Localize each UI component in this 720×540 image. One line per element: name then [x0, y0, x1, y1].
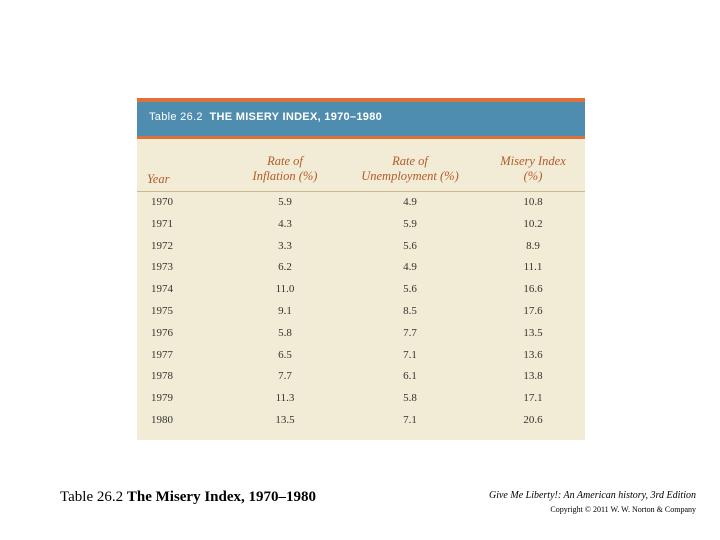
- table-row: 1977 6.5 7.1 13.6: [137, 349, 585, 367]
- table-title-band: Table 26.2 THE MISERY INDEX, 1970–1980: [137, 102, 585, 136]
- header-divider: [137, 191, 585, 192]
- cell-inflation: 3.3: [278, 239, 292, 252]
- cell-inflation: 6.5: [278, 348, 292, 361]
- cell-unemployment: 7.7: [403, 326, 417, 339]
- cell-misery: 13.6: [523, 348, 543, 361]
- header-unemployment-line2: Unemployment (%): [361, 169, 459, 183]
- cell-inflation: 6.2: [278, 261, 292, 274]
- cell-inflation: 7.7: [278, 370, 292, 383]
- table-row: 1971 4.3 5.9 10.2: [137, 218, 585, 236]
- copyright-notice: Copyright © 2011 W. W. Norton & Company: [550, 505, 696, 514]
- cell-misery: 17.6: [523, 305, 543, 317]
- cell-misery: 10.8: [523, 196, 543, 208]
- cell-year: 1973: [151, 261, 173, 274]
- cell-inflation: 4.3: [278, 217, 292, 230]
- cell-year: 1977: [151, 348, 173, 361]
- cell-misery: 8.9: [526, 239, 540, 252]
- header-inflation: Rate of Inflation (%): [215, 154, 355, 184]
- table-row: 1975 9.1 8.5 17.6: [137, 305, 585, 323]
- table-row: 1979 11.3 5.8 17.1: [137, 392, 585, 410]
- caption-title: The Misery Index, 1970–1980: [126, 489, 317, 505]
- cell-unemployment: 5.9: [403, 217, 417, 230]
- header-misery: Misery Index (%): [477, 154, 589, 184]
- cell-unemployment: 7.1: [403, 348, 417, 361]
- cell-inflation: 11.0: [275, 283, 295, 296]
- cell-unemployment: 5.6: [403, 283, 417, 296]
- caption-label: Table 26.2: [60, 489, 124, 505]
- cell-inflation: 5.8: [278, 326, 292, 339]
- header-inflation-line2: Inflation (%): [252, 169, 318, 183]
- cell-year: 1976: [151, 326, 173, 339]
- cell-inflation: 11.3: [275, 392, 295, 405]
- book-title: Give Me Liberty!: An American history, 3…: [488, 490, 696, 501]
- cell-misery: 13.8: [523, 370, 543, 383]
- cell-misery: 11.1: [523, 261, 543, 274]
- header-unemployment-line1: Rate of: [392, 154, 428, 168]
- cell-year: 1974: [151, 283, 173, 296]
- cell-year: 1975: [151, 305, 173, 317]
- cell-unemployment: 8.5: [403, 305, 417, 317]
- cell-misery: 13.5: [523, 326, 543, 339]
- cell-misery: 16.6: [523, 283, 543, 296]
- header-inflation-line1: Rate of: [267, 154, 303, 168]
- cell-unemployment: 5.8: [403, 392, 417, 405]
- cell-misery: 10.2: [523, 217, 543, 230]
- table-name: THE MISERY INDEX, 1970–1980: [209, 111, 383, 123]
- table-label: Table 26.2: [149, 111, 203, 123]
- cell-misery: 20.6: [523, 414, 543, 426]
- cell-unemployment: 5.6: [403, 239, 417, 252]
- cell-unemployment: 4.9: [403, 261, 417, 274]
- cell-year: 1979: [151, 392, 173, 405]
- header-misery-line1: Misery Index: [500, 154, 566, 168]
- header-misery-line2: (%): [523, 169, 543, 183]
- header-year: Year: [147, 172, 197, 187]
- cell-unemployment: 6.1: [403, 370, 417, 383]
- bottom-accent-bar: [137, 136, 585, 139]
- header-year-text: Year: [147, 172, 170, 186]
- table-row: 1970 5.9 4.9 10.8: [137, 196, 585, 214]
- table-row: 1972 3.3 5.6 8.9: [137, 240, 585, 258]
- cell-inflation: 13.5: [275, 414, 295, 426]
- top-accent-bar: [137, 98, 585, 102]
- cell-year: 1970: [151, 196, 173, 208]
- table-row: 1978 7.7 6.1 13.8: [137, 370, 585, 388]
- cell-year: 1971: [151, 217, 173, 230]
- cell-year: 1978: [151, 370, 173, 383]
- table-row: 1974 11.0 5.6 16.6: [137, 283, 585, 301]
- cell-year: 1972: [151, 239, 173, 252]
- cell-unemployment: 7.1: [403, 414, 417, 426]
- cell-unemployment: 4.9: [403, 196, 417, 208]
- table-row: 1976 5.8 7.7 13.5: [137, 327, 585, 345]
- slide-caption: Table 26.2 The Misery Index, 1970–1980: [60, 489, 316, 506]
- cell-year: 1980: [151, 414, 173, 426]
- cell-misery: 17.1: [523, 392, 543, 405]
- table-title: Table 26.2 THE MISERY INDEX, 1970–1980: [149, 111, 382, 123]
- cell-inflation: 9.1: [278, 305, 292, 317]
- table-row: 1980 13.5 7.1 20.6: [137, 414, 585, 432]
- misery-index-table: Table 26.2 THE MISERY INDEX, 1970–1980 Y…: [137, 98, 585, 440]
- header-unemployment: Rate of Unemployment (%): [325, 154, 495, 184]
- table-row: 1973 6.2 4.9 11.1: [137, 261, 585, 279]
- cell-inflation: 5.9: [278, 196, 292, 208]
